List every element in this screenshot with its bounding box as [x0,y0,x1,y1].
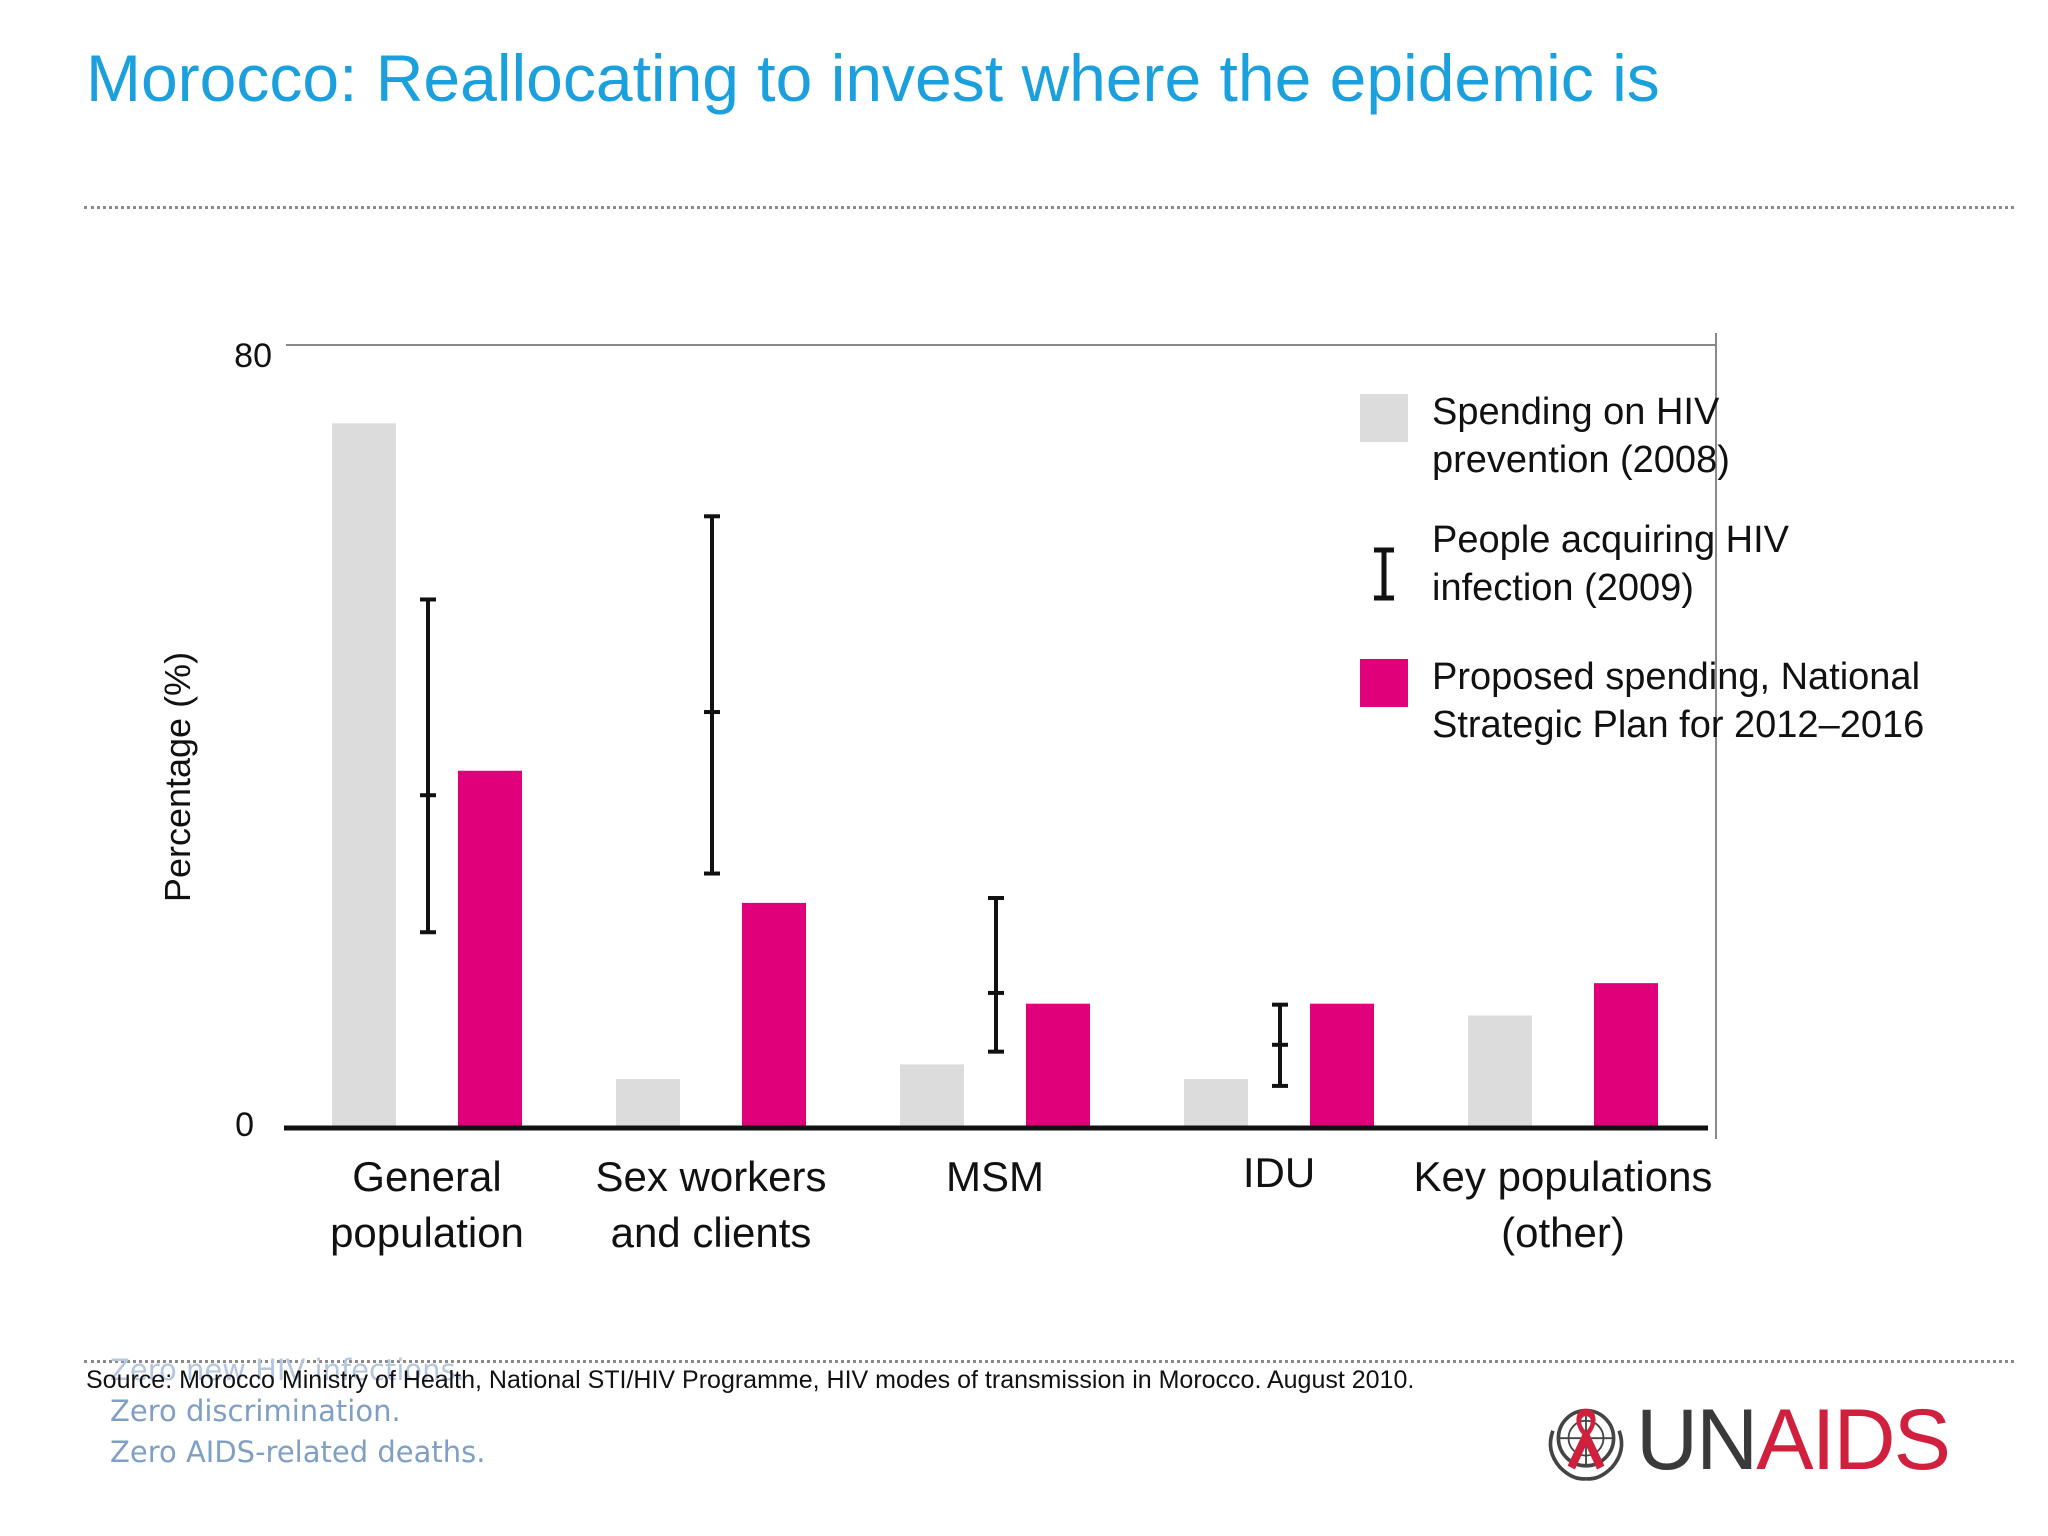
top-divider [84,206,2014,209]
bar-spending-2008 [1184,1079,1248,1128]
category-label: Sex workers [595,1153,826,1200]
legend-label: prevention (2008) [1432,439,1730,481]
y-axis-label: Percentage (%) [157,652,198,902]
legend-label: Strategic Plan for 2012–2016 [1432,704,1924,746]
bar-spending-2008 [900,1064,964,1128]
slide-title: Morocco: Reallocating to invest where th… [86,41,1660,115]
legend-label: People acquiring HIV [1432,519,1790,561]
chart-axes: 80 0 Percentage (%) [157,333,1717,1144]
legend-error-bar-icon [1374,547,1394,601]
bar-spending-2008 [1468,1015,1532,1128]
y-tick-label-min: 0 [235,1106,254,1144]
unaids-logo: UNAIDS [1540,1392,1951,1488]
tagline-line: Zero AIDS-related deaths. [110,1435,486,1469]
tagline-line: Zero new HIV infections. [110,1353,465,1387]
legend-swatch [1360,659,1408,707]
bar-proposed-spending [1310,1003,1374,1128]
infection-range-marker [1272,1002,1288,1088]
category-label: and clients [611,1209,812,1256]
bar-proposed-spending [1026,1003,1090,1128]
chart-legend: Spending on HIV prevention (2008) People a… [1360,391,1924,746]
bar-proposed-spending [1594,983,1658,1128]
legend-label: Proposed spending, National [1432,656,1920,698]
infection-range-marker [988,895,1004,1054]
infection-range-marker [420,597,436,935]
tagline-line: Zero discrimination. [110,1394,401,1428]
source-note: Source: Morocco Ministry of Health, Nati… [86,1366,1415,1394]
chart-bars [332,423,1658,1128]
y-tick-label-max: 80 [234,337,272,375]
bottom-divider [84,1360,2014,1363]
category-label: General [352,1153,501,1200]
legend-label: infection (2009) [1432,567,1694,609]
bar-spending-2008 [332,423,396,1128]
category-label: IDU [1243,1149,1315,1196]
chart-error-bars [420,514,1288,1088]
un-emblem-with-red-ribbon-icon [1548,1408,1624,1481]
bar-proposed-spending [742,902,806,1128]
category-label: population [330,1209,524,1256]
category-labels: General population Sex workers and clients M… [330,1149,1712,1256]
bar-chart: 80 0 Percentage (%) General population Sex… [157,333,1924,1256]
category-label: Key populations [1414,1153,1713,1200]
tagline: Zero new HIV infections. Zero discrimina… [110,1350,485,1473]
legend-swatch [1360,394,1408,442]
category-label: MSM [946,1153,1044,1200]
bar-proposed-spending [458,770,522,1128]
legend-label: Spending on HIV [1432,391,1720,433]
infection-range-marker [704,514,720,876]
unaids-wordmark: UNAIDS [1636,1392,1951,1488]
bar-spending-2008 [616,1079,680,1128]
category-label: (other) [1501,1209,1625,1256]
